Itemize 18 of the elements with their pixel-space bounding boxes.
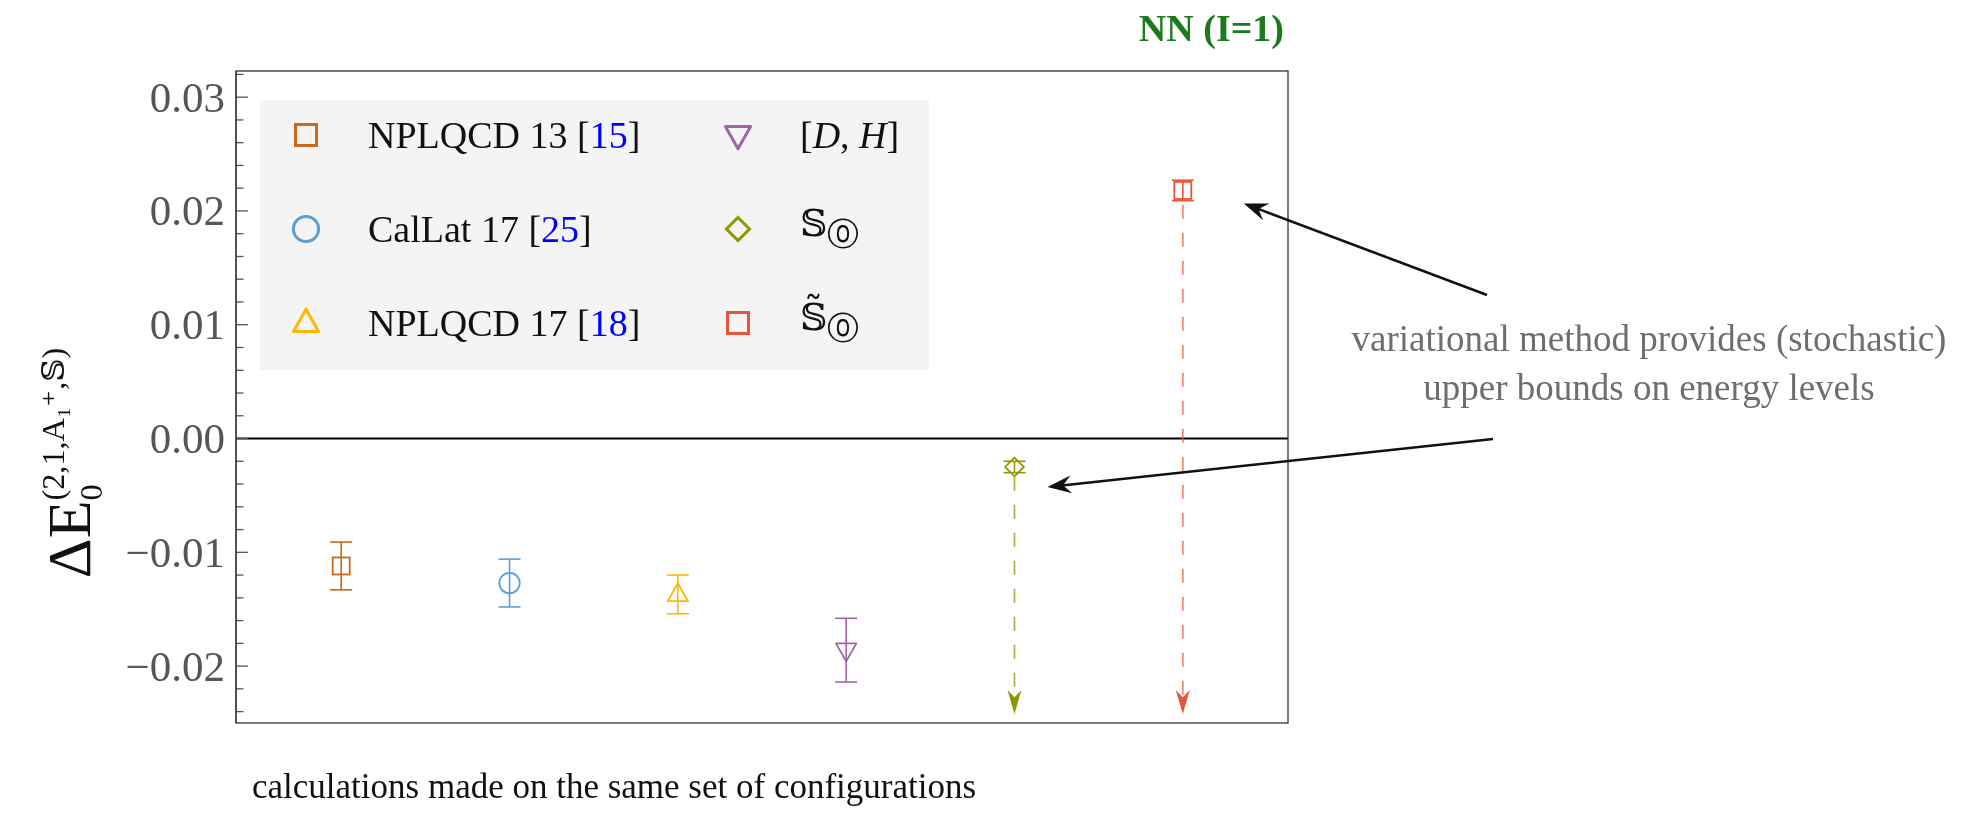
y-tick-label: 0.01 xyxy=(149,301,225,349)
y-tick-label: 0.02 xyxy=(149,187,225,235)
y-tick-label: 0.00 xyxy=(149,415,225,463)
legend-label: NPLQCD 13 [15] xyxy=(368,112,641,157)
legend-label: NPLQCD 17 [18] xyxy=(368,300,641,345)
legend-label: 𝕊$_{⓪}$ xyxy=(800,201,860,254)
point xyxy=(498,571,521,595)
point xyxy=(666,582,689,603)
legend-label: 𝕊̃$_{⓪}$ xyxy=(800,295,860,348)
legend-label: CalLat 17 [25] xyxy=(368,206,592,251)
x-axis-title: calculations made on the same set of configurations xyxy=(252,767,977,806)
point xyxy=(331,556,351,576)
y-tick-label: −0.02 xyxy=(125,642,225,690)
y-tick-label: −0.01 xyxy=(125,528,225,576)
y-tick-label: 0.03 xyxy=(149,73,225,121)
text: variational method provides (stochastic) upper bounds on energy levels xyxy=(1350,317,1948,410)
chart-title: NN (I=1) xyxy=(1138,7,1284,50)
legend-label: [D, H] xyxy=(800,112,900,157)
